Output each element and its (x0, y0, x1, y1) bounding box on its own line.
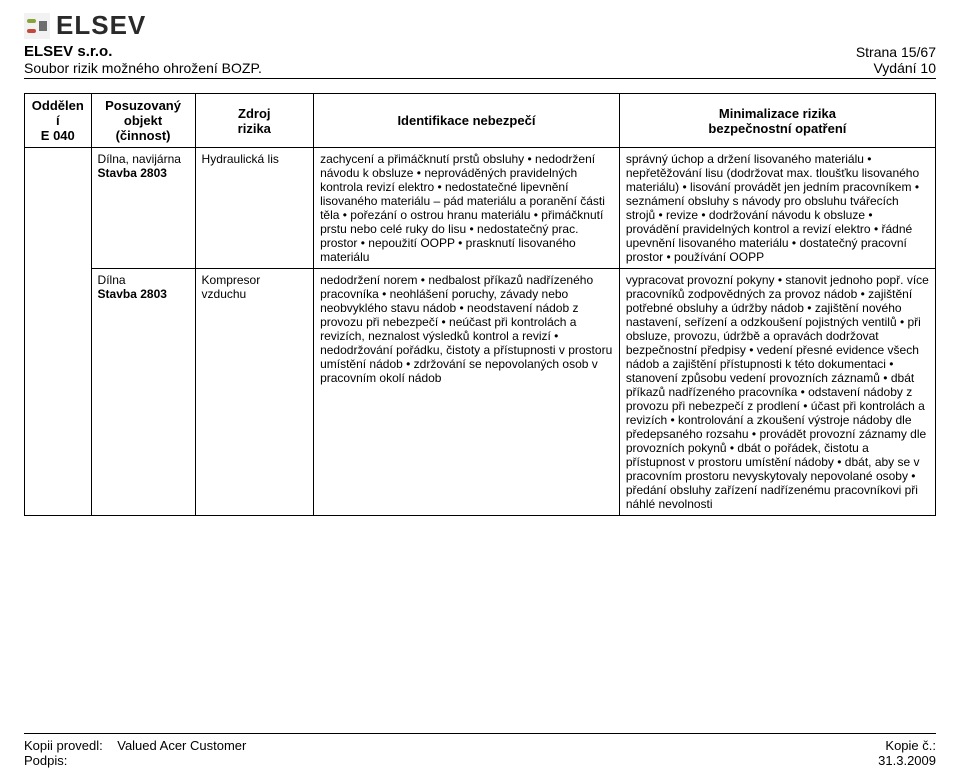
page-number: Strana 15/67 (856, 44, 936, 60)
footer-row: Kopii provedl: Valued Acer Customer Podp… (24, 738, 936, 768)
cell-object: Dílna, navijárna Stavba 2803 (91, 148, 195, 269)
th-minimization: Minimalizace rizika bezpečnostní opatřen… (619, 94, 935, 148)
header-rule (24, 78, 936, 79)
cell-hazard: nedodržení norem • nedbalost příkazů nad… (314, 269, 620, 516)
footer-date: 31.3.2009 (878, 753, 936, 768)
th-dept-label: Oddělení (32, 98, 84, 128)
table-header-row: Oddělení E 040 Posuzovaný objekt (činnos… (25, 94, 936, 148)
th-object: Posuzovaný objekt (činnost) (91, 94, 195, 148)
page-header: ELSEV ELSEV s.r.o. Soubor rizik možného … (24, 0, 936, 76)
cell-minimization: vypracovat provozní pokyny • stanovit je… (619, 269, 935, 516)
document-title: Soubor rizik možného ohrožení BOZP. (24, 60, 262, 76)
th-dept-code: E 040 (41, 128, 75, 143)
obj-line2: Stavba 2803 (98, 287, 189, 301)
obj-line2: Stavba 2803 (98, 166, 189, 180)
footer-rule (24, 733, 936, 734)
cell-hazard: zachycení a přimáčknutí prstů obsluhy • … (314, 148, 620, 269)
cell-minimization: správný úchop a držení lisovaného materi… (619, 148, 935, 269)
logo: ELSEV (24, 10, 262, 41)
header-right: Strana 15/67 Vydání 10 (856, 44, 936, 76)
table-row: Dílna, navijárna Stavba 2803 Hydraulická… (25, 148, 936, 269)
edition: Vydání 10 (856, 60, 936, 76)
copy-by-value: Valued Acer Customer (117, 738, 246, 753)
header-left: ELSEV ELSEV s.r.o. Soubor rizik možného … (24, 10, 262, 76)
footer-left: Kopii provedl: Valued Acer Customer Podp… (24, 738, 246, 768)
logo-text: ELSEV (56, 10, 146, 41)
cell-object: Dílna Stavba 2803 (91, 269, 195, 516)
cell-source: Kompresor vzduchu (195, 269, 314, 516)
copy-by-line: Kopii provedl: Valued Acer Customer (24, 738, 246, 753)
cell-source: Hydraulická lis (195, 148, 314, 269)
page-footer: Kopii provedl: Valued Acer Customer Podp… (24, 733, 936, 768)
company-name: ELSEV s.r.o. (24, 43, 262, 60)
sign-label: Podpis: (24, 753, 246, 768)
footer-right: Kopie č.: 31.3.2009 (878, 738, 936, 768)
logo-icon (24, 13, 50, 39)
th-source: Zdroj rizika (195, 94, 314, 148)
risk-table: Oddělení E 040 Posuzovaný objekt (činnos… (24, 93, 936, 516)
page: ELSEV ELSEV s.r.o. Soubor rizik možného … (0, 0, 960, 782)
copy-by-label: Kopii provedl: (24, 738, 103, 753)
obj-line1: Dílna (98, 273, 189, 287)
th-hazard: Identifikace nebezpečí (314, 94, 620, 148)
copy-no-label: Kopie č.: (878, 738, 936, 753)
obj-line1: Dílna, navijárna (98, 152, 189, 166)
th-department: Oddělení E 040 (25, 94, 92, 148)
cell-dept-blank (25, 148, 92, 516)
table-row: Dílna Stavba 2803 Kompresor vzduchu nedo… (25, 269, 936, 516)
